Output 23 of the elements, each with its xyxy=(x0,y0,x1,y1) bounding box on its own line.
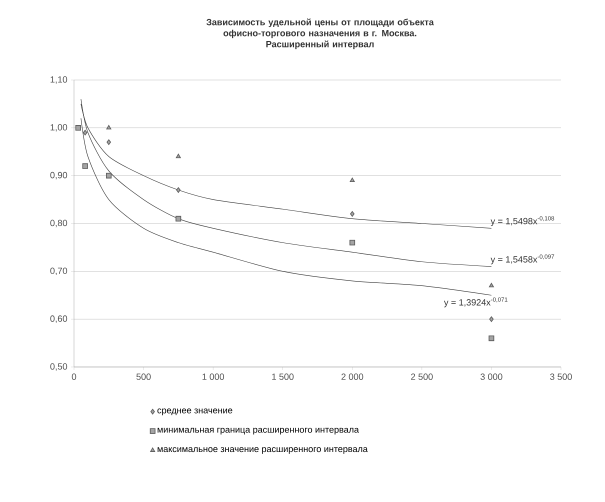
y-tick-label: 0,70 xyxy=(50,268,68,276)
y-tick-label: 0,50 xyxy=(50,363,68,371)
legend-label: среднее значение xyxy=(157,408,232,416)
legend-label: максимальное значение расширенного интервала xyxy=(158,447,368,454)
annotation: y = 1,3924x$^{-0,071}$ xyxy=(444,297,508,308)
y-tick-label: 0,60 xyxy=(50,315,68,323)
chart-subtitle: Расширенный интервал xyxy=(266,40,374,50)
x-tick-label: 1 000 xyxy=(202,374,224,380)
x-tick-label: 2 000 xyxy=(341,374,364,380)
y-tick-label: 1,10 xyxy=(50,76,68,84)
annotation: y = 1,5458x$^{-0,097}$ xyxy=(490,254,554,264)
x-tick-label: 2 500 xyxy=(411,374,433,380)
legend-label: минимальная граница расширенного интервала xyxy=(158,428,359,435)
x-tick-label: 1 500 xyxy=(272,374,294,380)
chart-title: Зависимость удельной цены от площади объекта офисно-торгового назначения в г. Москва. xyxy=(206,18,434,38)
x-tick-label: 500 xyxy=(136,374,151,380)
y-tick-label: 0,90 xyxy=(50,172,68,180)
y-tick-label: 0,80 xyxy=(50,220,68,228)
x-tick-label: 0 xyxy=(72,374,76,380)
x-tick-label: 3 000 xyxy=(480,374,502,380)
y-tick-label: 1,00 xyxy=(50,124,68,132)
x-tick-label: 3 500 xyxy=(550,374,572,380)
annotation: y = 1,5498x$^{-0,108}$ xyxy=(490,216,554,226)
